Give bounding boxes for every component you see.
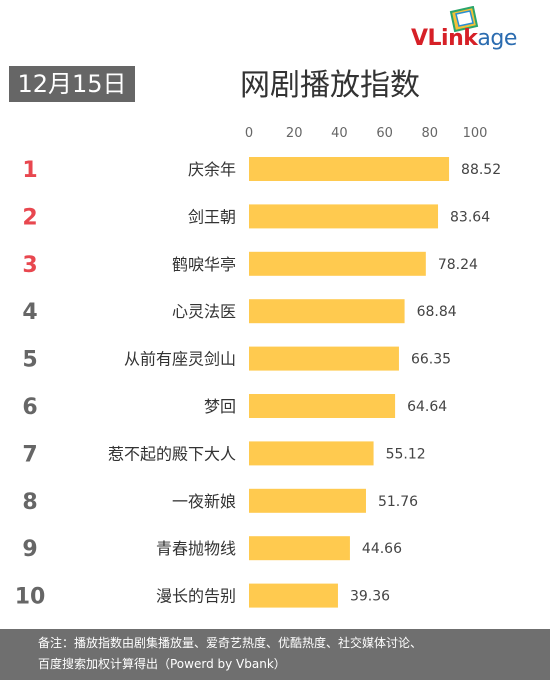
x-tick-label: 0 bbox=[245, 126, 253, 141]
x-tick-label: 60 bbox=[376, 126, 393, 141]
bar bbox=[249, 488, 366, 513]
footer-line-2: 百度搜索加权计算得出（Powerd by Vbank） bbox=[38, 657, 286, 671]
rank-number: 6 bbox=[22, 395, 37, 420]
bar bbox=[249, 251, 426, 276]
value-label: 64.64 bbox=[407, 399, 447, 415]
value-label: 39.36 bbox=[350, 589, 390, 605]
category-label: 梦回 bbox=[204, 397, 236, 416]
category-label: 鹤唳华亭 bbox=[172, 255, 236, 274]
category-label: 青春抛物线 bbox=[156, 539, 236, 558]
x-tick-label: 80 bbox=[422, 126, 439, 141]
bar-chart: 0 20 40 60 80 100 1 庆余年 88.52 2 剑王朝 83.64 3 鹤唳华亭 78.24… bbox=[15, 126, 501, 610]
rank-number: 9 bbox=[22, 537, 37, 562]
bar bbox=[249, 346, 399, 371]
rank-number: 2 bbox=[22, 205, 37, 230]
category-label: 庆余年 bbox=[188, 160, 236, 179]
category-label: 从前有座灵剑山 bbox=[124, 350, 236, 369]
value-label: 66.35 bbox=[411, 352, 451, 368]
category-label: 一夜新娘 bbox=[172, 492, 236, 511]
rank-number: 3 bbox=[22, 253, 37, 278]
rank-number: 8 bbox=[22, 490, 37, 515]
category-label: 惹不起的殿下大人 bbox=[108, 444, 236, 463]
bar bbox=[249, 583, 338, 608]
bar bbox=[249, 204, 439, 229]
category-label: 剑王朝 bbox=[188, 207, 236, 226]
value-label: 78.24 bbox=[438, 257, 478, 273]
category-label: 心灵法医 bbox=[172, 302, 236, 321]
bar bbox=[249, 536, 350, 561]
value-label: 83.64 bbox=[450, 209, 490, 225]
date-badge: 12月15日 bbox=[9, 66, 135, 102]
rank-number: 5 bbox=[22, 348, 37, 373]
value-label: 88.52 bbox=[461, 162, 501, 178]
x-tick-label: 20 bbox=[286, 126, 303, 141]
rank-number: 1 bbox=[22, 158, 37, 183]
value-label: 44.66 bbox=[362, 541, 402, 557]
footer-note: 备注：播放指数由剧集播放量、爱奇艺热度、优酷热度、社交媒体讨论、 百度搜索加权计… bbox=[0, 629, 550, 680]
x-tick-label: 100 bbox=[463, 126, 488, 141]
rank-number: 10 bbox=[15, 585, 46, 610]
bar bbox=[249, 441, 374, 466]
rank-number: 4 bbox=[22, 300, 37, 325]
bar bbox=[249, 394, 396, 418]
rank-number: 7 bbox=[22, 442, 37, 467]
category-label: 漫长的告别 bbox=[156, 587, 236, 606]
x-tick-label: 40 bbox=[331, 126, 348, 141]
value-label: 68.84 bbox=[417, 304, 457, 320]
value-label: 55.12 bbox=[386, 446, 426, 462]
page-title: 网剧播放指数 bbox=[240, 68, 420, 103]
value-label: 51.76 bbox=[378, 494, 418, 510]
logo-mark-icon bbox=[449, 6, 479, 32]
logo-text: VLinkage bbox=[411, 26, 517, 51]
bar bbox=[249, 157, 450, 181]
vlinkage-logo: VLinkage bbox=[411, 6, 541, 54]
footer-line-1: 备注：播放指数由剧集播放量、爱奇艺热度、优酷热度、社交媒体讨论、 bbox=[38, 636, 423, 650]
bar bbox=[249, 299, 405, 324]
